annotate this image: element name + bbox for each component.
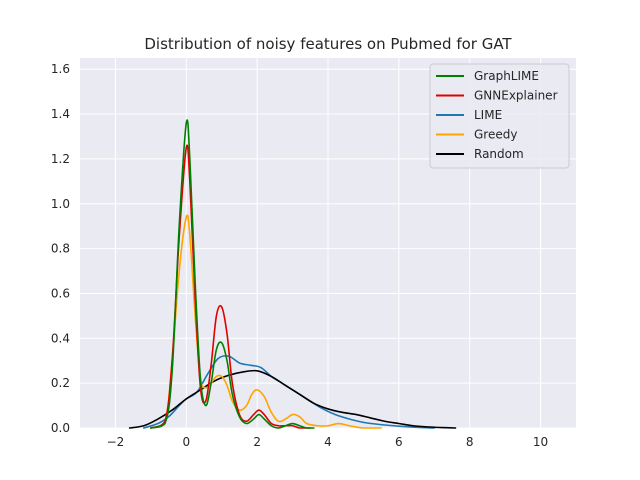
x-tick-label: 6 (395, 435, 403, 449)
x-tick-label: 0 (182, 435, 190, 449)
series-line-greedy (150, 214, 382, 429)
legend-label: LIME (474, 108, 502, 122)
legend-box (429, 63, 570, 169)
x-tick-label: −2 (107, 435, 125, 449)
x-tick-label: 4 (324, 435, 332, 449)
grid (80, 58, 576, 429)
series-lines (128, 119, 457, 429)
y-tick-label: 1.2 (51, 152, 70, 166)
legend-label: GNNExplainer (474, 89, 558, 103)
x-tick-label: 10 (533, 435, 548, 449)
legend-label: GraphLIME (474, 69, 539, 83)
y-tick-label: 0.4 (51, 331, 70, 345)
chart-title: Distribution of noisy features on Pubmed… (144, 35, 512, 53)
y-tick-label: 0.6 (51, 286, 70, 300)
series-line-gnnexplainer (150, 144, 312, 429)
y-tick-label: 1.6 (51, 62, 70, 76)
y-tick-label: 0.8 (51, 242, 70, 256)
series-line-graphlime (150, 119, 315, 429)
y-tick-label: 0.0 (51, 421, 70, 435)
y-tick-label: 0.2 (51, 376, 70, 390)
legend: GraphLIME GNNExplainer LIME Greedy Random (429, 63, 570, 169)
legend-label: Greedy (474, 128, 517, 142)
legend-label: Random (474, 147, 524, 161)
series-line-random (128, 369, 457, 429)
y-tick-label: 1.4 (51, 107, 70, 121)
tick-labels: −2 0 2 4 6 8 10 0.0 0.2 0.4 0.6 0.8 1.0 1.2 1.4 1.6 (51, 62, 548, 449)
x-tick-label: 8 (466, 435, 474, 449)
x-tick-label: 2 (253, 435, 261, 449)
y-tick-label: 1.0 (51, 197, 70, 211)
